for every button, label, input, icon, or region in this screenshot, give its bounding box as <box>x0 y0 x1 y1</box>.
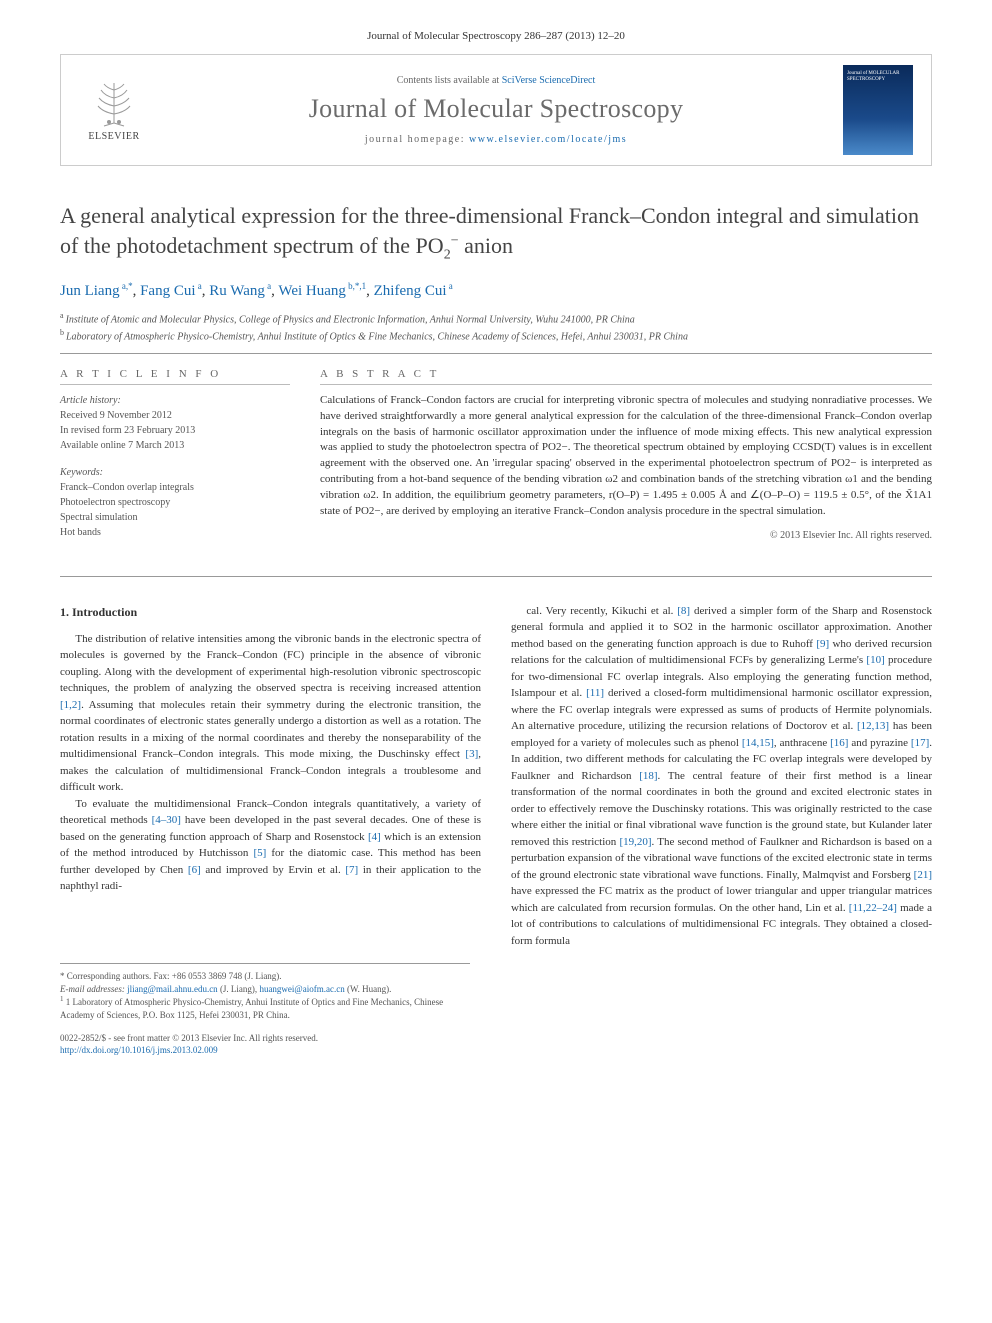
journal-name: Journal of Molecular Spectroscopy <box>164 94 828 124</box>
citation-link[interactable]: [11,22–24] <box>849 902 897 914</box>
email-addresses-line: E-mail addresses: jliang@mail.ahnu.edu.c… <box>60 983 470 996</box>
footnote-1-text: 1 Laboratory of Atmospheric Physico-Chem… <box>60 997 443 1020</box>
author-link[interactable]: Wei Huang <box>278 283 346 299</box>
issn-copyright-line: 0022-2852/$ - see front matter © 2013 El… <box>60 1032 932 1045</box>
email-who-2: (W. Huang). <box>345 984 392 994</box>
title-sup: − <box>451 233 459 248</box>
author-affiliation-marker: a,* <box>120 281 133 291</box>
elsevier-tree-icon <box>89 78 139 128</box>
email-link-2[interactable]: huangwei@aiofm.ac.cn <box>259 984 344 994</box>
citation-link[interactable]: [11] <box>586 687 604 699</box>
corresponding-author-note: * Corresponding authors. Fax: +86 0553 3… <box>60 970 470 983</box>
keywords-label: Keywords: <box>60 465 290 480</box>
keyword-line: Hot bands <box>60 525 290 540</box>
title-sub: 2 <box>444 247 451 262</box>
body-paragraph: To evaluate the multidimensional Franck–… <box>60 796 481 895</box>
info-abstract-row: A R T I C L E I N F O Article history: R… <box>60 368 932 552</box>
citation-link[interactable]: [8] <box>677 605 690 617</box>
article-info-column: A R T I C L E I N F O Article history: R… <box>60 368 290 552</box>
section-heading-intro: 1. Introduction <box>60 603 481 621</box>
body-paragraph: cal. Very recently, Kikuchi et al. [8] d… <box>511 603 932 950</box>
divider-rule-2 <box>60 576 932 577</box>
title-post: anion <box>459 233 513 258</box>
citation-link[interactable]: [18] <box>639 770 657 782</box>
contents-prefix: Contents lists available at <box>397 75 502 86</box>
author-affiliation-marker: a <box>265 281 271 291</box>
author-affiliation-marker: a <box>196 281 202 291</box>
citation-link[interactable]: [10] <box>866 654 884 666</box>
citation-link[interactable]: [14,15] <box>742 737 774 749</box>
contents-available-line: Contents lists available at SciVerse Sci… <box>164 75 828 86</box>
citation-link[interactable]: [16] <box>830 737 848 749</box>
author-link[interactable]: Fang Cui <box>140 283 195 299</box>
author-link[interactable]: Zhifeng Cui <box>374 283 447 299</box>
citation-link[interactable]: [7] <box>345 864 358 876</box>
sciencedirect-link[interactable]: SciVerse ScienceDirect <box>502 75 596 86</box>
citation-link[interactable]: [6] <box>188 864 201 876</box>
history-line: Available online 7 March 2013 <box>60 438 290 453</box>
elsevier-label: ELSEVIER <box>88 131 139 142</box>
citation-link[interactable]: [19,20] <box>619 836 651 848</box>
citation-link[interactable]: [1,2] <box>60 699 81 711</box>
cover-label: Journal of MOLECULAR SPECTROSCOPY <box>847 71 909 82</box>
article-info-label: A R T I C L E I N F O <box>60 368 290 380</box>
elsevier-logo: ELSEVIER <box>79 70 149 150</box>
header-center: Contents lists available at SciVerse Sci… <box>164 75 828 145</box>
body-paragraph: The distribution of relative intensities… <box>60 631 481 796</box>
keywords-block: Keywords: Franck–Condon overlap integral… <box>60 465 290 540</box>
affiliation-line: a Institute of Atomic and Molecular Phys… <box>60 310 932 327</box>
keyword-line: Spectral simulation <box>60 510 290 525</box>
history-line: Received 9 November 2012 <box>60 408 290 423</box>
footnotes-block: * Corresponding authors. Fax: +86 0553 3… <box>60 963 470 1021</box>
authors-line: Jun Liang a,*, Fang Cui a, Ru Wang a, We… <box>60 281 932 300</box>
author-link[interactable]: Ru Wang <box>209 283 265 299</box>
abstract-copyright: © 2013 Elsevier Inc. All rights reserved… <box>320 530 932 541</box>
email-who-1: (J. Liang), <box>218 984 260 994</box>
history-label: Article history: <box>60 393 290 408</box>
body-column-left: 1. Introduction The distribution of rela… <box>60 603 481 950</box>
email-label: E-mail addresses: <box>60 984 127 994</box>
citation-link[interactable]: [9] <box>816 638 829 650</box>
citation-link[interactable]: [12,13] <box>857 720 889 732</box>
email-link-1[interactable]: jliang@mail.ahnu.edu.cn <box>127 984 218 994</box>
bottom-metadata: 0022-2852/$ - see front matter © 2013 El… <box>60 1032 932 1057</box>
journal-reference: Journal of Molecular Spectroscopy 286–28… <box>60 30 932 42</box>
citation-link[interactable]: [21] <box>914 869 932 881</box>
homepage-line: journal homepage: www.elsevier.com/locat… <box>164 134 828 145</box>
affiliation-line: b Laboratory of Atmospheric Physico-Chem… <box>60 327 932 344</box>
citation-link[interactable]: [3] <box>465 748 478 760</box>
homepage-link[interactable]: www.elsevier.com/locate/jms <box>469 134 627 145</box>
abstract-subrule <box>320 384 932 385</box>
journal-header-box: ELSEVIER Contents lists available at Sci… <box>60 54 932 166</box>
citation-link[interactable]: [17] <box>911 737 929 749</box>
citation-link[interactable]: [4–30] <box>152 814 181 826</box>
body-columns: 1. Introduction The distribution of rela… <box>60 603 932 950</box>
affiliations-block: a Institute of Atomic and Molecular Phys… <box>60 310 932 345</box>
abstract-label: A B S T R A C T <box>320 368 932 380</box>
info-subrule <box>60 384 290 385</box>
citation-link[interactable]: [4] <box>368 831 381 843</box>
citation-link[interactable]: [5] <box>254 847 267 859</box>
journal-cover-thumbnail: Journal of MOLECULAR SPECTROSCOPY <box>843 65 913 155</box>
homepage-prefix: journal homepage: <box>365 134 469 145</box>
keyword-line: Photoelectron spectroscopy <box>60 495 290 510</box>
author-affiliation-marker: a <box>447 281 453 291</box>
doi-link[interactable]: http://dx.doi.org/10.1016/j.jms.2013.02.… <box>60 1045 218 1055</box>
author-link[interactable]: Jun Liang <box>60 283 120 299</box>
divider-rule <box>60 353 932 354</box>
abstract-column: A B S T R A C T Calculations of Franck–C… <box>320 368 932 552</box>
abstract-text: Calculations of Franck–Condon factors ar… <box>320 393 932 521</box>
history-block: Article history: Received 9 November 201… <box>60 393 290 453</box>
history-line: In revised form 23 February 2013 <box>60 423 290 438</box>
article-title: A general analytical expression for the … <box>60 201 932 265</box>
body-column-right: cal. Very recently, Kikuchi et al. [8] d… <box>511 603 932 950</box>
footnote-1: 1 1 Laboratory of Atmospheric Physico-Ch… <box>60 995 470 1021</box>
author-affiliation-marker: b,*,1 <box>346 281 366 291</box>
keyword-line: Franck–Condon overlap integrals <box>60 480 290 495</box>
